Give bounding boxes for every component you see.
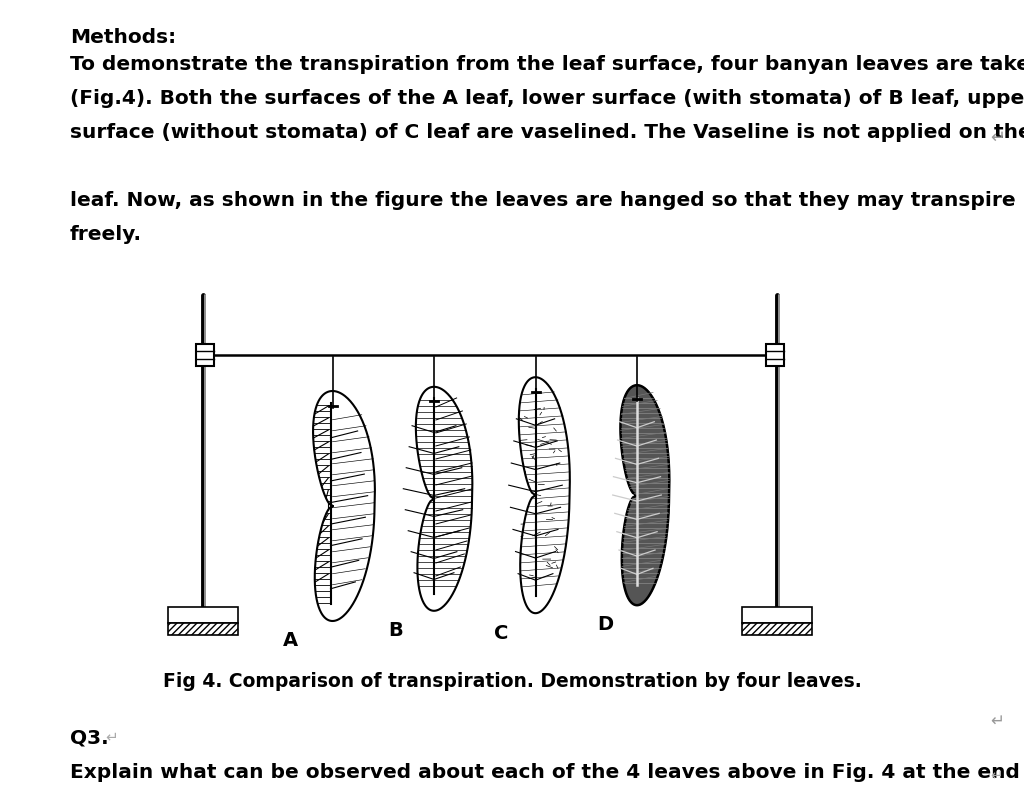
Polygon shape xyxy=(621,385,670,605)
Text: B: B xyxy=(389,621,403,640)
Text: A: A xyxy=(283,631,298,650)
Text: Q3.: Q3. xyxy=(70,729,109,748)
Text: ↵: ↵ xyxy=(990,767,1002,782)
Bar xyxy=(742,607,812,623)
Bar xyxy=(742,623,812,635)
Text: Methods:: Methods: xyxy=(70,28,176,47)
Polygon shape xyxy=(519,377,569,613)
Text: D: D xyxy=(597,615,613,634)
Text: To demonstrate the transpiration from the leaf surface, four banyan leaves are t: To demonstrate the transpiration from th… xyxy=(70,55,1024,74)
Text: surface (without stomata) of C leaf are vaselined. The Vaseline is not applied o: surface (without stomata) of C leaf are … xyxy=(70,123,1024,142)
Bar xyxy=(168,623,238,635)
Text: leaf. Now, as shown in the figure the leaves are hanged so that they may transpi: leaf. Now, as shown in the figure the le… xyxy=(70,191,1016,210)
Text: ↵: ↵ xyxy=(105,729,118,744)
Text: ↵: ↵ xyxy=(990,712,1004,730)
Bar xyxy=(196,344,214,366)
Text: Explain what can be observed about each of the 4 leaves above in Fig. 4 at the e: Explain what can be observed about each … xyxy=(70,763,1024,782)
Text: freely.: freely. xyxy=(70,225,142,244)
Bar xyxy=(168,607,238,623)
Bar xyxy=(766,344,784,366)
Polygon shape xyxy=(416,387,472,611)
Polygon shape xyxy=(313,391,375,621)
Text: Fig 4. Comparison of transpiration. Demonstration by four leaves.: Fig 4. Comparison of transpiration. Demo… xyxy=(163,672,861,691)
Text: C: C xyxy=(495,623,509,642)
Text: (Fig.4). Both the surfaces of the A leaf, lower surface (with stomata) of B leaf: (Fig.4). Both the surfaces of the A leaf… xyxy=(70,89,1024,108)
Text: ↵: ↵ xyxy=(990,129,1006,147)
